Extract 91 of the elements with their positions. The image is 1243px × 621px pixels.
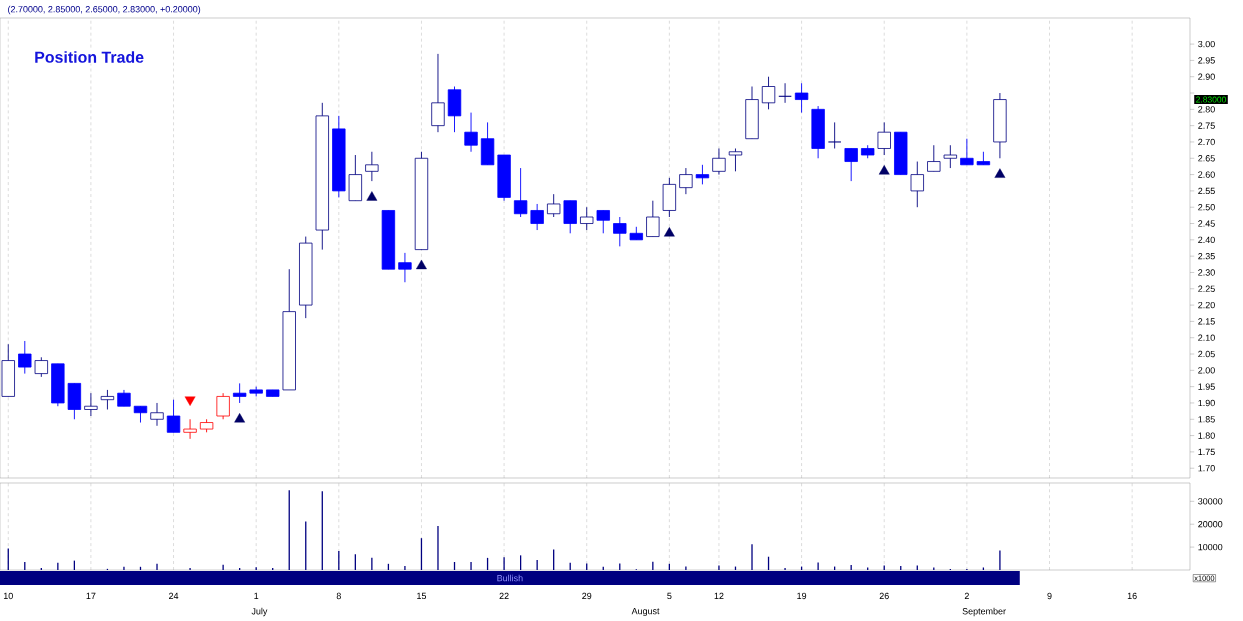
candlestick [150,402,164,427]
candlestick [563,200,577,234]
y-tick-label: 2.60 [1198,171,1215,178]
y-tick-label: 1.90 [1198,399,1215,407]
candlestick [580,206,594,231]
candlestick [646,200,660,238]
y-tick-label: 30000 [1198,498,1223,505]
candlestick [728,148,743,172]
x-tick-label: 12 [714,592,724,600]
text: Position Trade [35,51,144,63]
y-tick-label: 10000 [1198,543,1223,551]
candlestick [927,144,941,172]
x-tick-label: 1 [254,592,259,599]
candlestick [100,389,115,410]
text: August [631,607,660,617]
candlestick [365,151,379,182]
point [366,191,378,201]
candlestick [761,76,776,110]
candlestick [34,356,48,378]
y-tick-label: 2.95 [1198,57,1215,64]
candlestick [679,167,693,195]
y-tick-label: 20000 [1198,521,1223,528]
candlestick [513,167,528,218]
y-tick-label: 1.80 [1198,432,1215,439]
candlestick [431,53,445,133]
y-tick-label: 2.70 [1198,138,1215,146]
y-tick-label: 2.80 [1198,106,1215,113]
y-tick-label: 2.15 [1198,318,1215,325]
x-tick-label: 15 [417,592,427,600]
candlestick [530,203,544,231]
x-tick-label: 17 [86,592,96,599]
y-tick-label: 1.95 [1198,383,1215,390]
candlestick [216,392,230,420]
candlestick [18,340,32,375]
y-tick-label: 2.00 [1198,367,1215,374]
candlestick [183,418,197,440]
x-tick-label: 5 [667,592,672,600]
x-tick-label: 16 [1127,592,1137,600]
x-tick-label: 2 [964,592,969,600]
candlestick [613,216,627,247]
candlestick [464,112,478,153]
candlestick [695,164,710,185]
candlestick [596,210,610,234]
candlestick [943,144,958,169]
point [234,413,246,423]
y-tick-label: 2.35 [1198,252,1215,260]
candlestick [712,148,726,176]
x-tick-label: 10 [3,592,13,600]
y-tick-label: 2.05 [1198,350,1215,358]
x-tick-label: 29 [582,592,592,600]
candlestick [398,252,412,283]
text: Bullish [497,574,523,582]
x-tick-label: 19 [797,592,807,600]
y-tick-label: 2.90 [1198,73,1215,80]
y-tick-label: 1.70 [1198,465,1215,472]
y-tick-label: 2.65 [1198,155,1215,162]
point [663,227,675,237]
y-tick-label: 2.25 [1198,285,1215,292]
x-tick-label: 24 [169,592,179,600]
candlestick [546,193,561,218]
y-tick-label: 2.55 [1198,187,1215,195]
y-tick-label: 2.10 [1198,334,1215,341]
candlestick [794,82,809,114]
y-tick-label: 1.85 [1198,416,1215,423]
x-tick-label: 26 [879,592,889,600]
x-tick-label: 22 [499,592,509,600]
candlestick [844,148,858,182]
y-tick-label: 2.50 [1198,204,1215,211]
y-tick-label: 3.00 [1198,40,1215,48]
text: September [962,607,1006,617]
y-tick-label: 1.75 [1198,448,1215,456]
candlestick [877,121,891,156]
text: 2.83000 [1196,96,1226,103]
point [416,259,427,270]
candlestick [960,138,974,166]
point [994,168,1006,178]
y-tick-label: 2.75 [1198,122,1215,129]
text: (2.70000, 2.85000, 2.65000, 2.83000, +0.20000) [8,5,201,15]
x-tick-label: 8 [336,592,341,600]
candlestick [84,392,98,417]
y-tick-label: 2.45 [1198,220,1215,227]
x-tick-label: 9 [1047,592,1052,600]
candlestick [910,161,924,208]
y-tick-label: 2.40 [1198,236,1215,244]
candlestick [232,382,247,404]
y-tick-label: 2.20 [1198,301,1215,309]
y-tick-label: 2.30 [1198,269,1215,276]
text: July [251,607,268,617]
candlestick [166,399,181,433]
candlestick [827,121,842,149]
point [878,165,890,175]
